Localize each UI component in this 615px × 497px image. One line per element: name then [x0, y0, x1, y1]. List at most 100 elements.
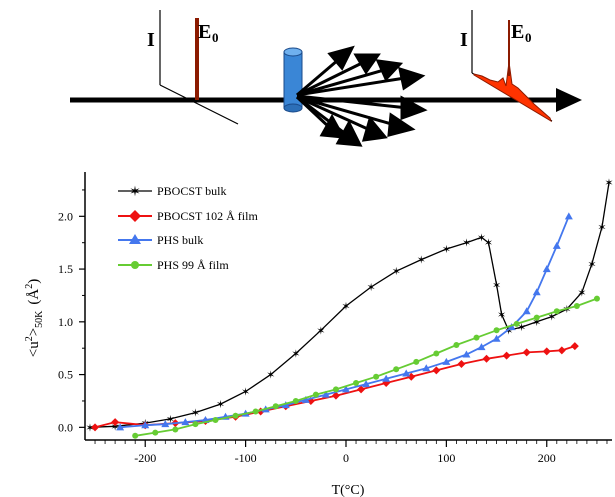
- scattering-schematic: I E 0 I E 0: [70, 10, 582, 147]
- x-axis-label: T(°C): [332, 483, 365, 497]
- data-point: ✶: [462, 238, 471, 250]
- data-point: [161, 420, 170, 428]
- data-point: [341, 385, 350, 393]
- data-point: [482, 354, 491, 363]
- y-axis-label: <u2>50K(Å2): [24, 279, 45, 358]
- scattered-neutron-arrows: [295, 45, 428, 147]
- x-tick-label: 0: [343, 451, 349, 465]
- data-point: [393, 366, 400, 373]
- data-point: [292, 397, 299, 404]
- sample-cylinder: [283, 47, 303, 113]
- data-point: [570, 342, 579, 351]
- data-point: [132, 432, 139, 439]
- right-intensity-label: I: [460, 29, 468, 51]
- data-point: [402, 369, 411, 377]
- x-tick-label: -100: [235, 451, 257, 465]
- legend-item-pbocst-bulk: ✶ PBOCST bulk: [118, 184, 226, 200]
- legend-label: PHS 99 Å film: [157, 258, 229, 272]
- data-point: [542, 265, 551, 273]
- data-point: [462, 350, 471, 358]
- data-point: ✶: [547, 312, 556, 324]
- data-point: ✶: [532, 317, 541, 329]
- data-point: [181, 418, 190, 426]
- data-point: [301, 395, 310, 403]
- data-point: ✶: [216, 399, 225, 411]
- y-tick-label: 2.0: [58, 209, 73, 223]
- data-point: [557, 346, 566, 355]
- data-point: [321, 390, 330, 398]
- y-label-sup: 2: [24, 336, 35, 341]
- data-point: [91, 423, 100, 432]
- data-point: [502, 351, 511, 360]
- data-point: [453, 342, 460, 349]
- data-point: [522, 307, 531, 315]
- data-point: [553, 308, 560, 315]
- x-tick-label: -200: [134, 451, 156, 465]
- data-point: ✶: [597, 222, 606, 234]
- series-2: [116, 212, 573, 431]
- data-point: [357, 385, 366, 394]
- legend: ✶ PBOCST bulk PBOCST 102 Å film PHS bulk…: [118, 184, 258, 272]
- data-point: [373, 373, 380, 380]
- y-tick-label: 0.5: [58, 368, 73, 382]
- series-line: [135, 297, 598, 437]
- data-point: [492, 334, 501, 342]
- data-point: ✶: [241, 386, 250, 398]
- data-point: [457, 360, 466, 369]
- data-point: [513, 320, 520, 327]
- data-point: [413, 358, 420, 365]
- data-point: [382, 374, 391, 382]
- data-point: [353, 380, 360, 387]
- data-point: [473, 334, 480, 341]
- data-point: ✶: [577, 287, 586, 299]
- left-intensity-label: I: [147, 29, 155, 51]
- right-peak-subscript: 0: [525, 30, 532, 45]
- series-line: [120, 215, 570, 429]
- y-tick-label: 0.0: [58, 420, 73, 434]
- data-point: [477, 343, 486, 351]
- data-point: [281, 401, 290, 409]
- data-point: [232, 412, 239, 419]
- data-point: [533, 314, 540, 321]
- data-point: [422, 364, 431, 372]
- data-point: [442, 357, 451, 365]
- right-inelastic-spectrum: [473, 61, 552, 123]
- data-point: ✶: [497, 309, 506, 321]
- data-point: ✶: [562, 304, 571, 316]
- y-label-main: <u: [26, 341, 42, 357]
- legend-item-phs-film: PHS 99 Å film: [118, 258, 229, 272]
- y-label-bracket: >: [26, 328, 42, 336]
- data-point: [152, 429, 159, 436]
- svg-text:✶: ✶: [129, 185, 141, 200]
- left-peak-label: E: [198, 21, 211, 43]
- data-point: [172, 426, 179, 433]
- x-tick-label: 200: [538, 451, 556, 465]
- data-point: ✶: [517, 322, 526, 334]
- data-point: [552, 241, 561, 249]
- data-point: ✶: [417, 255, 426, 267]
- y-label-unit-close: ): [26, 279, 42, 284]
- data-point: [331, 391, 340, 400]
- data-point: ✶: [111, 421, 120, 433]
- x-tick-label: 100: [437, 451, 455, 465]
- series-0: ✶✶✶✶✶✶✶✶✶✶✶✶✶✶✶✶✶✶✶✶✶✶✶✶✶✶✶✶✶: [85, 178, 613, 435]
- data-point: ✶: [85, 422, 94, 434]
- left-energy-axis: [159, 84, 239, 125]
- y-label-unit-sup: 2: [24, 284, 35, 289]
- data-point: [332, 386, 339, 393]
- data-point: [542, 347, 551, 356]
- data-point: ✶: [442, 244, 451, 256]
- data-point: ✶: [504, 325, 513, 337]
- y-tick-label: 1.5: [58, 262, 73, 276]
- data-point: [522, 348, 531, 357]
- data-point: ✶: [266, 370, 275, 382]
- data-point: [433, 350, 440, 357]
- msd-vs-temperature-chart: 0.00.51.01.52.0 -200 -100 0 100 200 ✶ ✶✶✶✶✶✶✶…: [24, 172, 614, 497]
- data-point: [252, 408, 259, 415]
- data-point: [564, 212, 573, 220]
- data-point: ✶: [484, 238, 493, 250]
- data-point: ✶: [291, 348, 300, 360]
- data-point: [272, 403, 279, 410]
- x-ticks: -200 -100 0 100 200: [94, 440, 608, 465]
- data-point: [573, 303, 580, 309]
